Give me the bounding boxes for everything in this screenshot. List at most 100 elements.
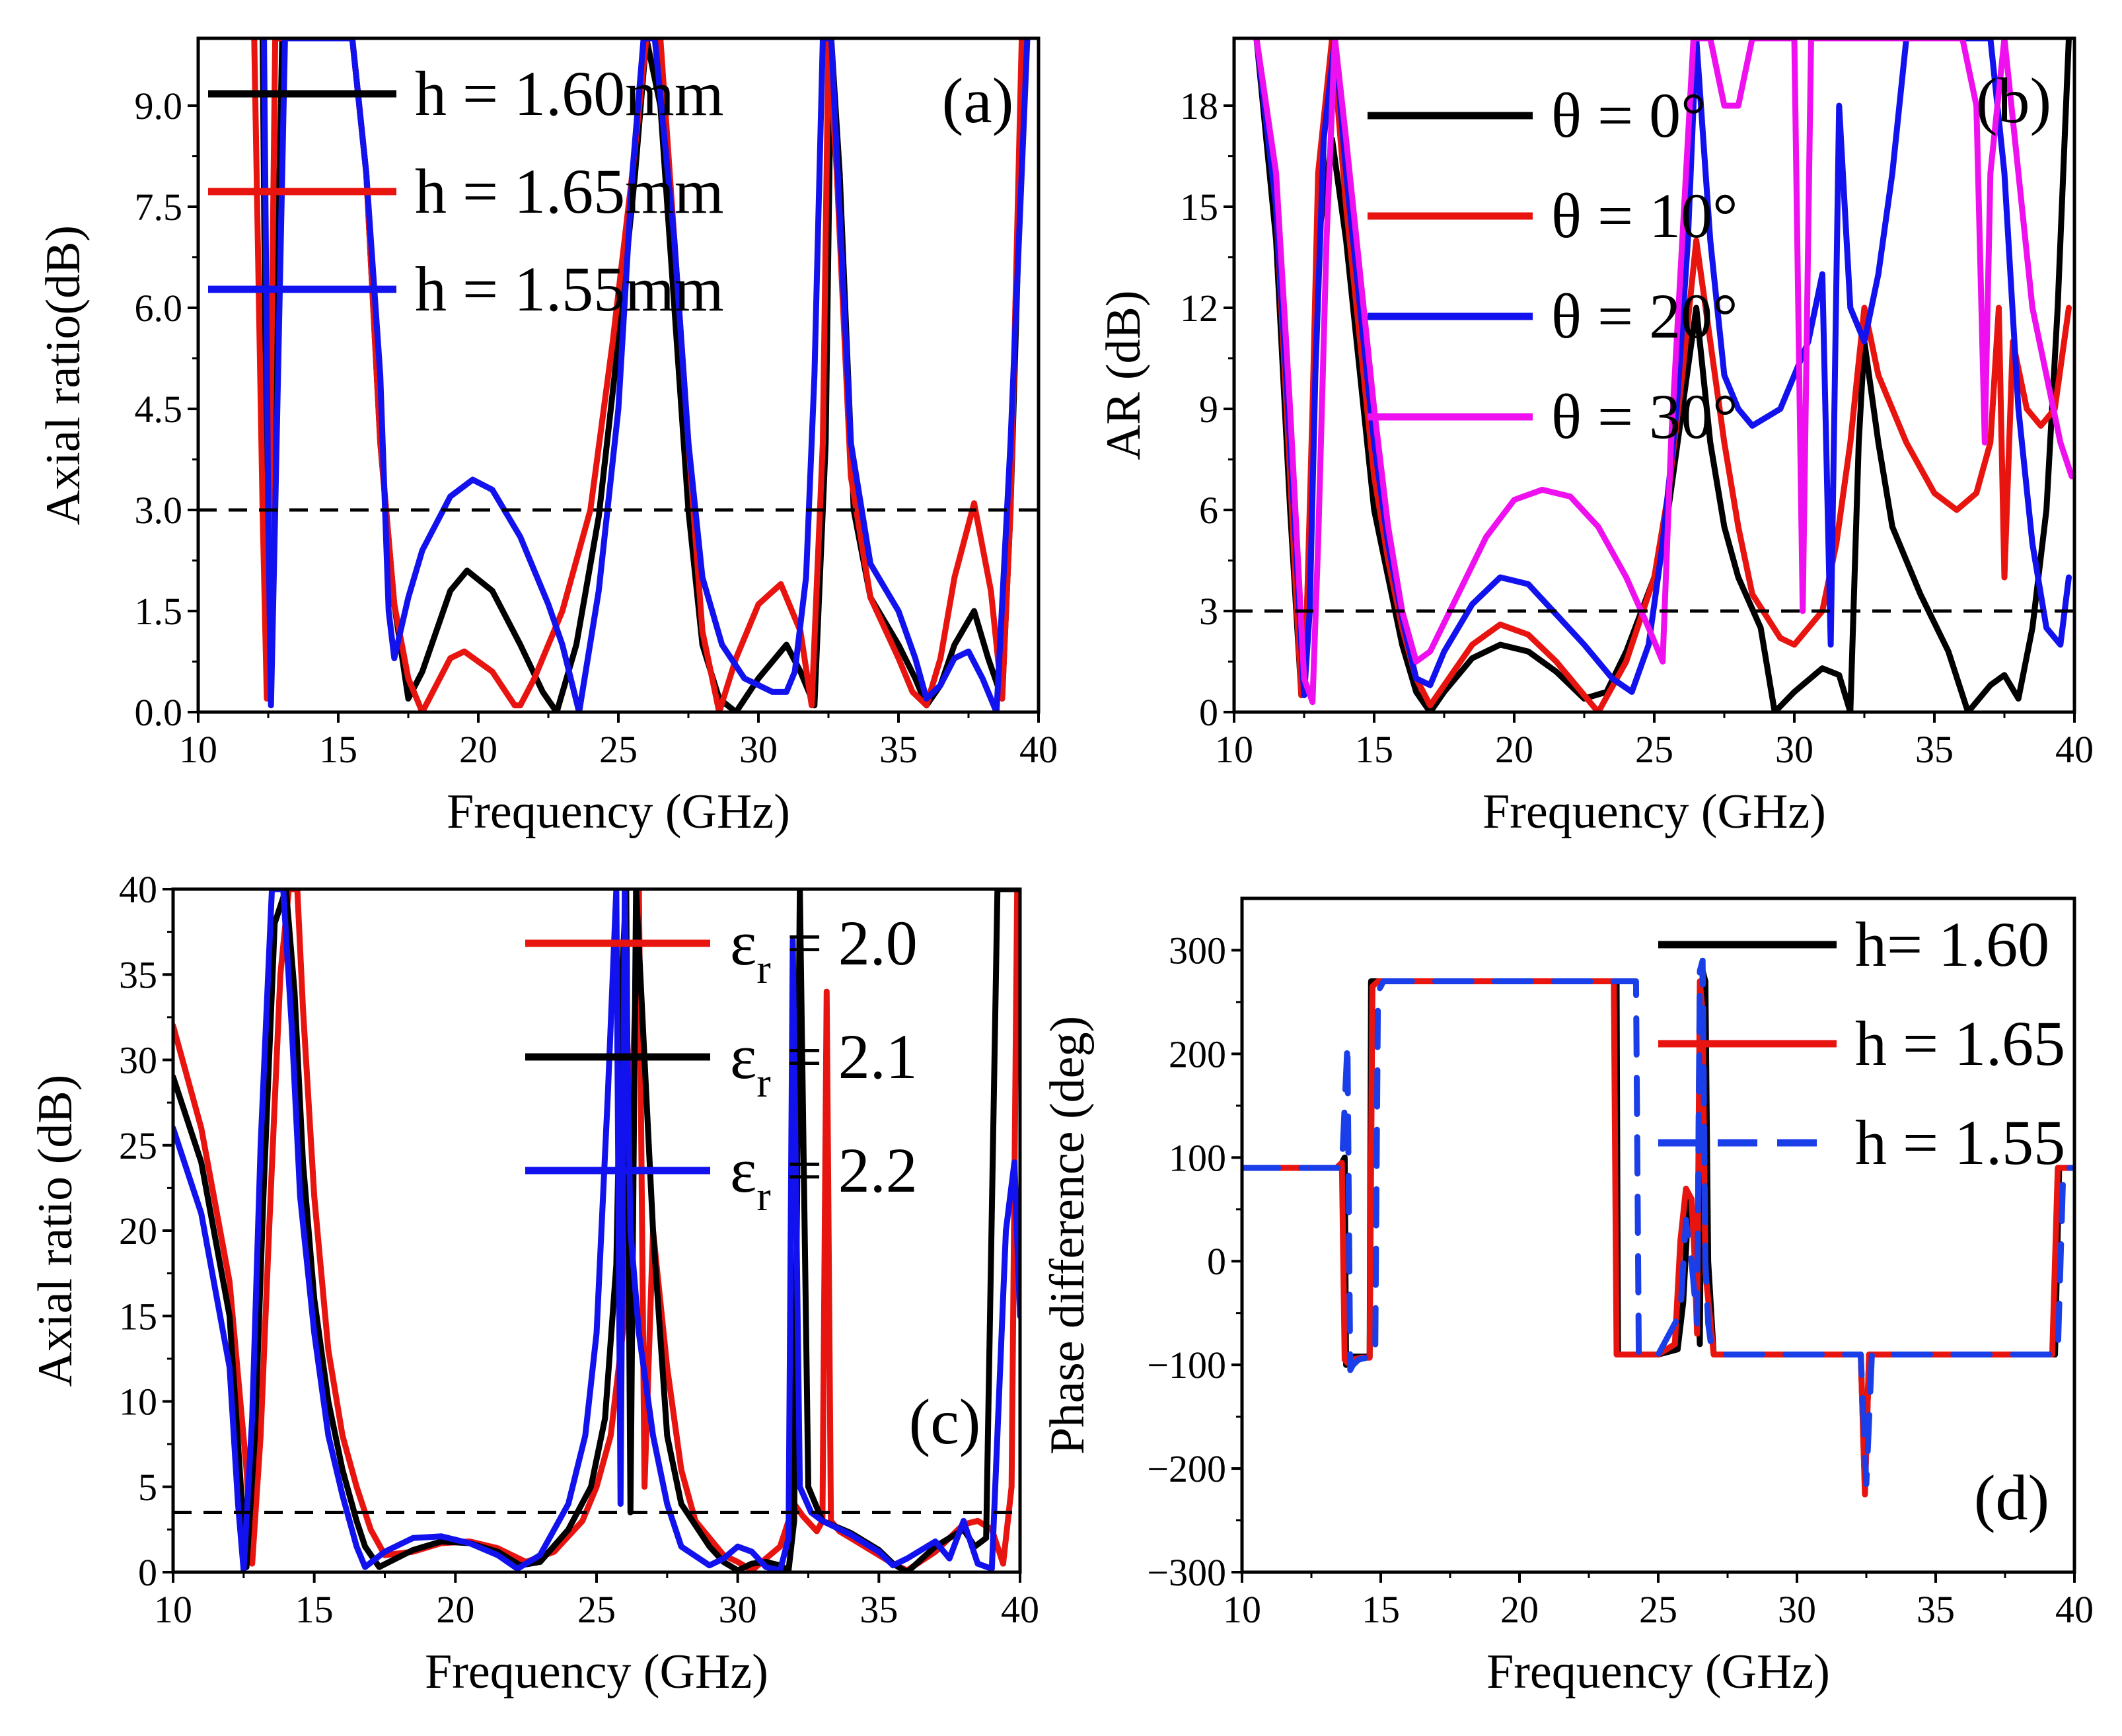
y-tick-label: 20 — [119, 1210, 157, 1252]
x-axis-label: Frequency (GHz) — [447, 785, 790, 839]
y-tick-label: 10 — [119, 1381, 157, 1424]
x-tick-label: 40 — [1001, 1588, 1039, 1631]
series-line-1 — [1253, 38, 2072, 712]
plot-area — [251, 38, 1031, 712]
y-axis-label: Axial ratio (dB) — [28, 1075, 83, 1387]
y-tick-label: 100 — [1169, 1136, 1226, 1179]
legend-label: h = 1.55mm — [415, 254, 723, 324]
y-tick-label: 0 — [138, 1551, 157, 1594]
legend-value: = 2.0 — [771, 908, 918, 978]
x-axis-label: Frequency (GHz) — [425, 1645, 768, 1699]
panel-a-axial-ratio-vs-height: 10 15 20 25 30 35 40 0.0 1.5 3.0 4.5 6.0 7.5 9.0 Frequ… — [36, 36, 1058, 839]
legend: θ = 0° θ = 10° θ = 20° θ = 30° — [1368, 80, 1738, 452]
legend-label: θ = 10° — [1551, 180, 1738, 251]
y-axis-label: Phase difference (deg) — [1041, 1016, 1095, 1455]
legend-value: = 2.2 — [771, 1135, 918, 1206]
series-line-3 — [1253, 38, 2072, 698]
x-tick-label: 15 — [319, 728, 357, 771]
legend-label: θ = 30° — [1551, 381, 1738, 452]
y-tick-label: 6 — [1199, 489, 1218, 532]
legend-entry: εr = 2.0 — [730, 908, 918, 992]
panel-c-axial-ratio-vs-permittivity: 10 15 20 25 30 35 40 0 5 10 15 20 25 30 35 40 Frequency … — [28, 868, 1039, 1699]
x-tick-label: 40 — [1019, 728, 1058, 771]
legend-label: θ = 20° — [1551, 281, 1738, 351]
x-tick-label: 30 — [739, 728, 778, 771]
panel-label: (d) — [1974, 1463, 2049, 1534]
y-tick-label: 12 — [1180, 287, 1218, 330]
y-tick-label: 9.0 — [135, 85, 183, 127]
x-tick-label: 30 — [1778, 1588, 1816, 1631]
y-tick-label: 3.0 — [135, 489, 183, 532]
y-tick-label: 5 — [138, 1466, 157, 1509]
legend-symbol: ε — [730, 908, 756, 978]
y-tick-label: 300 — [1169, 929, 1226, 972]
series-line-3 — [1242, 957, 2074, 1488]
y-tick-label: 25 — [119, 1124, 157, 1167]
y-tick-label: 0 — [1199, 691, 1218, 734]
x-tick-label: 25 — [1639, 1588, 1677, 1631]
panel-label: (a) — [942, 65, 1014, 137]
y-tick-label: 200 — [1169, 1032, 1226, 1075]
y-tick-label: 0.0 — [135, 691, 183, 734]
x-axis-label: Frequency (GHz) — [1486, 1645, 1830, 1699]
x-tick-label: 20 — [436, 1588, 474, 1631]
panel-label: (b) — [1976, 65, 2051, 137]
y-axis-label: Axial ratio(dB) — [36, 225, 91, 525]
x-tick-label: 25 — [577, 1588, 616, 1631]
legend-subscript: r — [756, 1173, 770, 1219]
legend-label: h = 1.65 — [1855, 1008, 2065, 1079]
plot-area — [1253, 38, 2074, 712]
x-tick-label: 20 — [459, 728, 497, 771]
y-tick-label: 15 — [1180, 186, 1218, 229]
legend: h= 1.60 h = 1.65 h = 1.55 — [1658, 909, 2065, 1178]
legend-label: h = 1.55 — [1855, 1107, 2065, 1178]
panel-b-ar-vs-angle: 10 15 20 25 30 35 40 0 3 6 9 12 15 18 Frequency (GHz) A… — [1097, 36, 2094, 839]
y-tick-label: −100 — [1147, 1344, 1226, 1387]
series-line-4 — [1253, 38, 2074, 705]
legend-value: = 2.1 — [771, 1021, 918, 1092]
plot-area — [173, 889, 1020, 1572]
x-tick-label: 10 — [179, 728, 217, 771]
x-tick-label: 15 — [1355, 728, 1393, 771]
y-tick-label: 6.0 — [135, 287, 183, 330]
x-tick-label: 30 — [719, 1588, 757, 1631]
y-tick-label: 7.5 — [135, 186, 183, 229]
y-tick-label: 40 — [119, 868, 157, 911]
x-tick-label: 35 — [1917, 1588, 1955, 1631]
y-tick-label: 15 — [119, 1295, 157, 1338]
y-tick-label: 18 — [1180, 85, 1218, 127]
legend-label: h = 1.65mm — [415, 156, 723, 227]
series-line-3 — [173, 889, 1020, 1572]
legend-symbol: ε — [730, 1021, 756, 1092]
x-tick-label: 35 — [879, 728, 918, 771]
y-tick-label: 0 — [1207, 1240, 1226, 1283]
y-tick-label: 9 — [1199, 388, 1218, 431]
legend-subscript: r — [756, 1059, 770, 1106]
legend-label: θ = 0° — [1551, 80, 1706, 151]
y-tick-label: 35 — [119, 953, 157, 996]
plot-frame — [1240, 896, 2076, 1574]
x-tick-label: 40 — [2055, 728, 2094, 771]
y-tick-label: −200 — [1147, 1447, 1226, 1490]
x-tick-label: 40 — [2055, 1588, 2094, 1631]
x-axis-label: Frequency (GHz) — [1482, 785, 1826, 839]
x-tick-label: 15 — [1362, 1588, 1400, 1631]
x-tick-label: 20 — [1500, 1588, 1539, 1631]
x-tick-label: 30 — [1775, 728, 1813, 771]
legend-label: h = 1.60mm — [415, 58, 723, 129]
legend: h = 1.60mm h = 1.65mm h = 1.55mm — [208, 58, 723, 324]
legend-entry: εr = 2.1 — [730, 1021, 918, 1106]
y-tick-label: 30 — [119, 1039, 157, 1082]
legend-label: h= 1.60 — [1855, 909, 2049, 980]
x-tick-label: 20 — [1495, 728, 1533, 771]
x-tick-label: 10 — [154, 1588, 192, 1631]
y-tick-label: −300 — [1147, 1551, 1226, 1594]
panel-d-phase-difference: 10 15 20 25 30 35 40 −300 −200 −100 0 100 200 300 Freq… — [1041, 896, 2094, 1699]
plot-area — [1242, 957, 2074, 1498]
y-tick-label: 3 — [1199, 590, 1218, 633]
series-line-3 — [261, 38, 1031, 712]
x-tick-label: 10 — [1223, 1588, 1261, 1631]
x-tick-label: 35 — [860, 1588, 898, 1631]
y-tick-label: 1.5 — [135, 590, 183, 633]
